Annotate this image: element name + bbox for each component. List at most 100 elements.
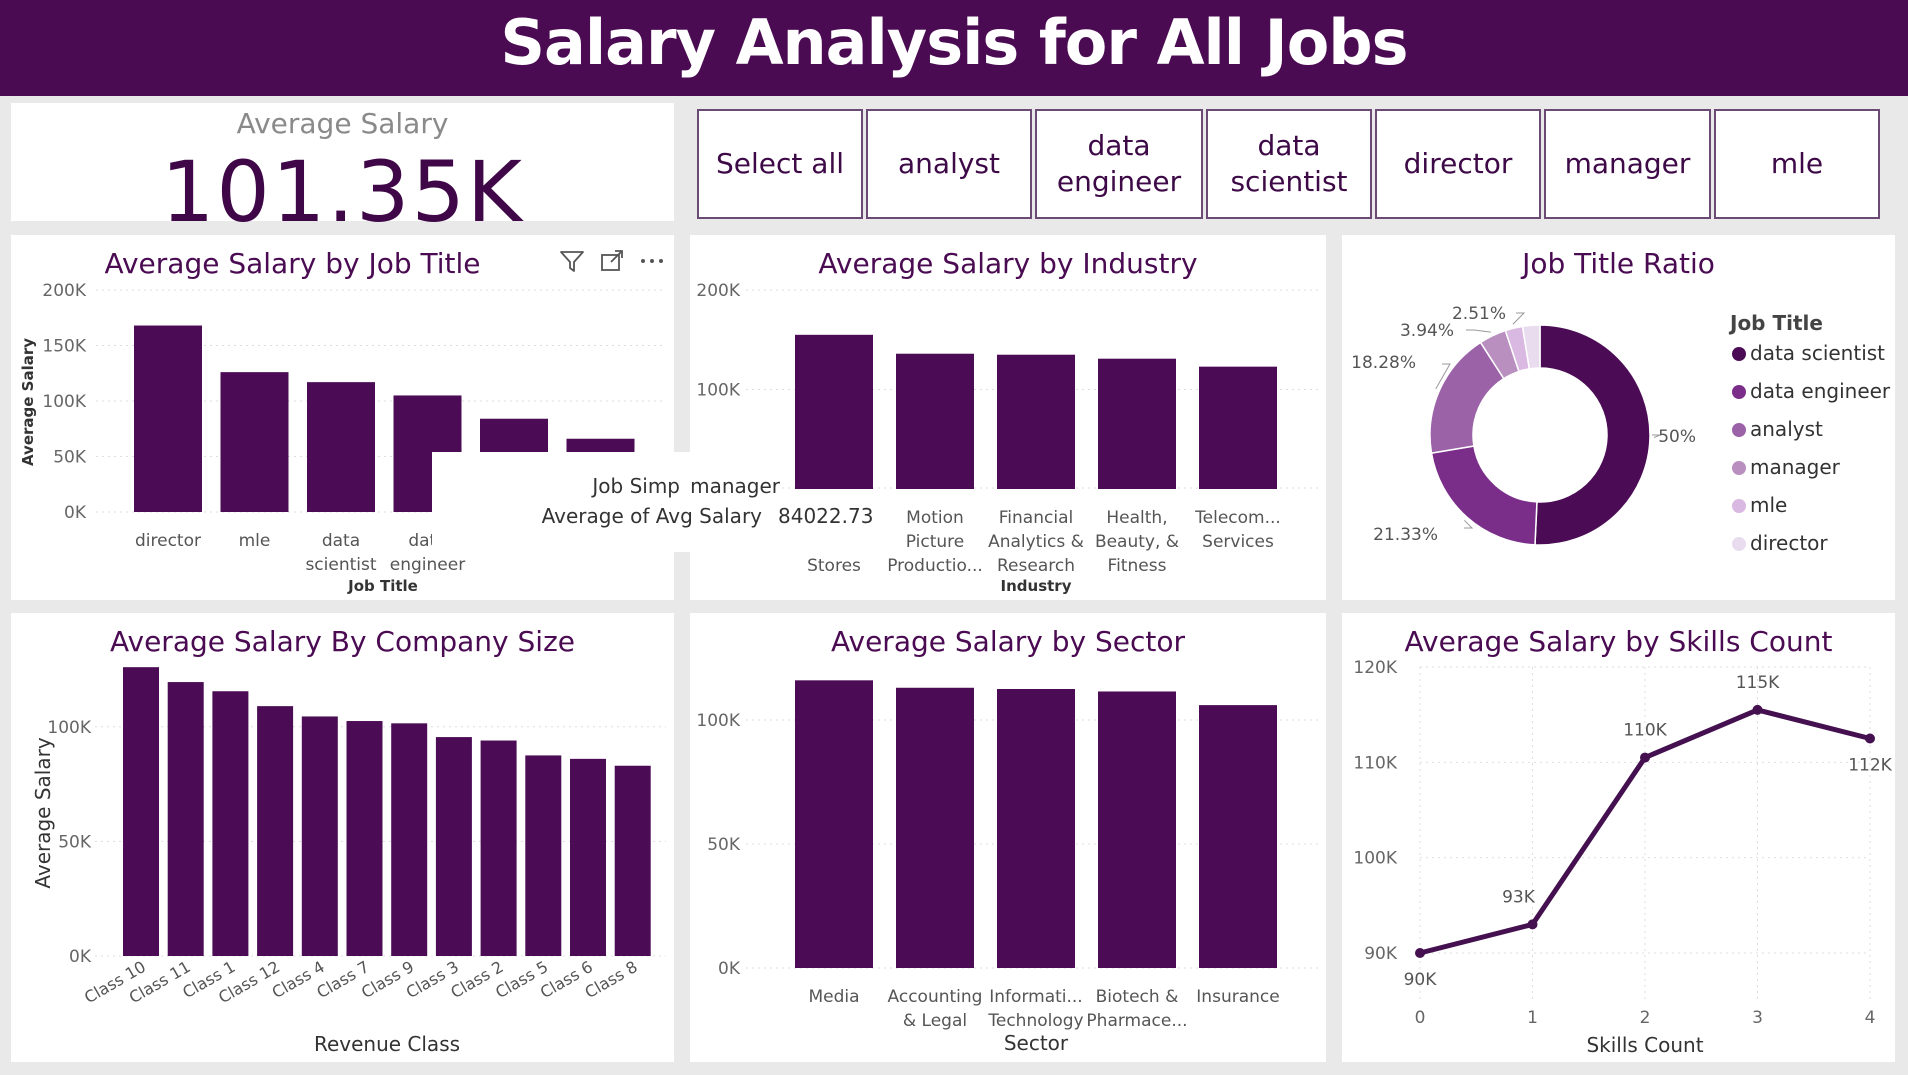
focus-mode-icon[interactable] (598, 247, 626, 275)
kpi-card: Average Salary 101.35K (11, 103, 674, 241)
bar (134, 325, 202, 512)
chart-title: Average Salary by Job Title (104, 247, 481, 280)
bar (480, 740, 517, 956)
sector-chart-panel: Average Salary by Sector 0K 50K 100K Media A… (690, 613, 1326, 1062)
data-label: 50% (1658, 427, 1696, 447)
chart-title: Average Salary By Company Size (110, 625, 575, 658)
chart-title: Average Salary by Sector (831, 625, 1185, 658)
kpi-label: Average Salary (236, 107, 449, 140)
industry-bar-chart: 100K 200K Stores Motion Picture Productio...F… (696, 281, 1318, 595)
x-tick-label: Financial Analytics & Research (988, 508, 1084, 576)
y-tick-label: 100K (47, 718, 91, 738)
y-axis-title: Average Salary (19, 338, 37, 466)
bar (257, 706, 294, 956)
data-label: 115K (1736, 673, 1780, 693)
leader-line (1435, 363, 1451, 390)
bar (307, 382, 375, 512)
slicer-director-button[interactable]: director (1375, 109, 1541, 219)
slicer-select-all-button[interactable]: Select all (697, 109, 863, 219)
kpi-value: 101.35K (160, 143, 524, 241)
legend-item[interactable]: data engineer (1750, 379, 1891, 403)
job-title-ratio-panel: Job Title Ratio 50% 21.33% 18.28% 3.94% 2.51… (1342, 235, 1895, 600)
visual-header-icons (558, 247, 666, 275)
skills-count-chart-panel: Average Salary by Skills Count 90K 100K 11… (1342, 613, 1895, 1062)
slicer-mle-button[interactable]: mle (1714, 109, 1880, 219)
y-tick-label: 120K (1353, 658, 1397, 678)
legend-dot (1732, 347, 1746, 361)
legend-item[interactable]: analyst (1750, 417, 1823, 441)
leader-line (1466, 329, 1491, 333)
x-tick-label: Insurance (1196, 987, 1279, 1007)
slicer-analyst-button[interactable]: analyst (866, 109, 1032, 219)
y-axis-title: Average Salary (31, 737, 55, 888)
legend-item[interactable]: data scientist (1750, 341, 1886, 365)
chart-title: Job Title Ratio (1522, 247, 1715, 280)
tooltip-label-1: Job Simp (592, 474, 680, 498)
legend-item[interactable]: director (1750, 531, 1828, 555)
donut-slice (1534, 324, 1651, 546)
data-point (1865, 733, 1875, 744)
chart-title: Average Salary by Industry (818, 247, 1198, 280)
bar (614, 765, 651, 956)
bar (123, 667, 159, 956)
x-tick-label: Stores (807, 556, 861, 576)
data-label: 18.28% (1351, 353, 1416, 373)
x-axis-title: Industry (1001, 577, 1072, 595)
slicer-manager-button[interactable]: manager (1544, 109, 1711, 219)
x-tick-label: 4 (1865, 1008, 1876, 1028)
legend-title: Job Title (1730, 311, 1823, 335)
x-tick-label: 2 (1640, 1008, 1651, 1028)
tooltip-label-2: Average of Avg Salary (541, 504, 762, 528)
bar (997, 354, 1075, 489)
tooltip-value-2: 84022.73 (778, 504, 874, 528)
y-tick-label: 110K (1353, 753, 1397, 773)
slicer-data-engineer-button[interactable]: data engineer (1035, 109, 1203, 219)
bar (1199, 705, 1277, 968)
y-tick-label: 0K (69, 947, 92, 967)
legend-dot (1732, 461, 1746, 475)
page-title: Salary Analysis for All Jobs (500, 6, 1408, 79)
bar (212, 691, 249, 956)
y-tick-label: 100K (696, 711, 740, 731)
x-tick-label: Health, Beauty, & Fitness (1095, 508, 1179, 576)
bar (997, 689, 1075, 968)
bar (896, 687, 974, 968)
bar (1098, 358, 1176, 489)
header-banner: Salary Analysis for All Jobs (0, 0, 1908, 96)
x-tick-label: 3 (1752, 1008, 1763, 1028)
slicer-data-scientist-button[interactable]: data scientist (1206, 109, 1372, 219)
data-point (1415, 948, 1425, 958)
filter-icon[interactable] (558, 247, 586, 275)
legend-item[interactable]: mle (1750, 493, 1788, 517)
bar (167, 682, 204, 956)
bar (220, 372, 289, 512)
bar (525, 755, 562, 956)
x-tick-label: Accounting & Legal (888, 987, 983, 1031)
x-tick-label: Telecom... Services (1194, 508, 1281, 552)
data-label: 90K (1404, 970, 1438, 990)
donut-slice (1430, 445, 1538, 546)
bar (570, 758, 606, 956)
skills-count-line-chart: 90K 100K 110K 120K 0 1 2 3 4 90K 93K 110K 115K 112K Sk… (1353, 658, 1892, 1057)
bar (1098, 691, 1176, 968)
leader-line (1512, 312, 1526, 325)
industry-chart-panel: Average Salary by Industry 100K 200K Store… (690, 235, 1326, 600)
job-title-donut-chart: 50% 21.33% 18.28% 3.94%2.51% (1351, 304, 1696, 546)
y-tick-label: 0K (718, 959, 741, 979)
data-label: 3.94% (1400, 321, 1454, 341)
legend-dot (1732, 423, 1746, 437)
legend-dot (1732, 537, 1746, 551)
y-tick-label: 50K (707, 835, 741, 855)
legend-item[interactable]: manager (1750, 455, 1840, 479)
tooltip-value-1: manager (690, 474, 780, 498)
legend-dot (1732, 499, 1746, 513)
data-point (1527, 919, 1538, 930)
x-tick-label: mle (239, 531, 271, 551)
data-point (1640, 752, 1650, 763)
legend-dot (1732, 385, 1746, 399)
x-tick-label: 0 (1415, 1008, 1426, 1028)
bar (795, 334, 873, 489)
bar (795, 680, 873, 968)
data-label: 2.51% (1452, 304, 1506, 324)
more-options-icon[interactable] (638, 247, 666, 275)
